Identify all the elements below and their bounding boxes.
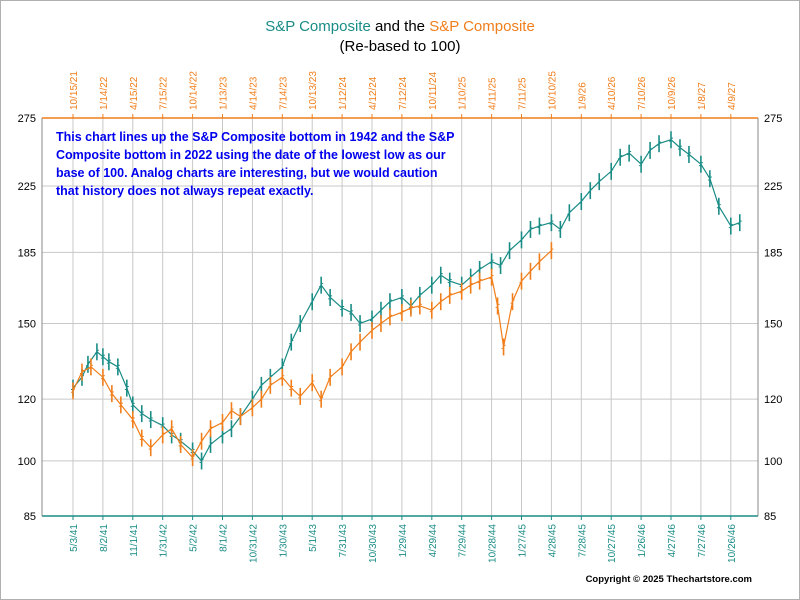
series-top bbox=[71, 242, 554, 467]
title-connector: and the bbox=[370, 18, 430, 35]
x-tick-label-top: 7/12/24 bbox=[398, 76, 409, 110]
y-tick-label-left: 225 bbox=[18, 181, 36, 193]
y-tick-label-right: 185 bbox=[764, 247, 782, 259]
x-tick-label-top: 4/10/26 bbox=[607, 76, 618, 110]
x-tick-label-top: 4/9/27 bbox=[727, 82, 738, 110]
x-tick-label-bottom: 1/30/43 bbox=[278, 524, 289, 558]
x-tick-label-bottom: 1/27/45 bbox=[518, 524, 529, 558]
copyright-text: Copyright © 2025 Thechartstore.com bbox=[585, 574, 752, 585]
x-tick-label-top: 1/9/26 bbox=[577, 82, 588, 110]
x-tick-label-bottom: 10/26/46 bbox=[727, 524, 738, 563]
x-tick-label-bottom: 7/27/46 bbox=[697, 524, 708, 558]
x-tick-label-bottom: 10/28/44 bbox=[488, 524, 499, 563]
y-tick-label-right: 150 bbox=[764, 318, 782, 330]
x-tick-label-top: 4/12/24 bbox=[368, 76, 379, 110]
x-tick-label-top: 10/14/22 bbox=[189, 71, 200, 110]
x-tick-label-bottom: 1/31/42 bbox=[159, 524, 170, 558]
series-line bbox=[72, 138, 740, 462]
y-tick-label-left: 185 bbox=[18, 247, 36, 259]
x-tick-label-bottom: 4/28/45 bbox=[547, 524, 558, 558]
y-tick-label-right: 100 bbox=[764, 456, 782, 468]
x-tick-label-top: 7/10/26 bbox=[637, 76, 648, 110]
y-tick-label-left: 100 bbox=[18, 456, 36, 468]
x-tick-label-bottom: 4/29/44 bbox=[428, 524, 439, 558]
chart-subtitle: (Re-based to 100) bbox=[339, 38, 461, 55]
y-tick-label-right: 225 bbox=[764, 181, 782, 193]
x-tick-label-bottom: 10/27/45 bbox=[607, 524, 618, 563]
x-tick-label-bottom: 11/1/41 bbox=[129, 524, 140, 557]
x-tick-label-top: 4/14/23 bbox=[248, 76, 259, 110]
series-layer bbox=[71, 131, 742, 470]
y-tick-label-left: 85 bbox=[24, 511, 36, 523]
title-series1: S&P Composite bbox=[265, 18, 371, 35]
x-tick-label-bottom: 1/26/46 bbox=[637, 524, 648, 558]
x-tick-label-top: 4/15/22 bbox=[129, 76, 140, 110]
y-tick-label-right: 85 bbox=[764, 511, 776, 523]
title-series2: S&P Composite bbox=[429, 18, 535, 35]
x-tick-label-top: 7/15/22 bbox=[159, 76, 170, 110]
x-tick-label-bottom: 5/3/41 bbox=[69, 524, 80, 552]
x-tick-label-bottom: 7/28/45 bbox=[577, 524, 588, 558]
chart-title: S&P Composite and the S&P Composite bbox=[0, 18, 800, 35]
x-tick-label-bottom: 10/31/42 bbox=[248, 524, 259, 563]
axis-layer: 85 85 100 100 120 120 150 150 185 185 225 225 275 275… bbox=[18, 71, 783, 563]
x-tick-label-bottom: 10/30/43 bbox=[368, 524, 379, 563]
x-tick-label-bottom: 4/27/46 bbox=[667, 524, 678, 558]
series-line bbox=[72, 250, 552, 459]
x-tick-label-top: 1/13/23 bbox=[219, 76, 230, 110]
y-tick-label-left: 275 bbox=[18, 113, 36, 125]
x-tick-label-top: 10/13/23 bbox=[308, 71, 319, 110]
x-tick-label-bottom: 5/1/43 bbox=[308, 524, 319, 552]
x-tick-label-top: 1/8/27 bbox=[697, 82, 708, 110]
y-tick-label-right: 275 bbox=[764, 113, 782, 125]
x-tick-label-top: 7/14/23 bbox=[278, 76, 289, 110]
y-tick-label-right: 120 bbox=[764, 394, 782, 406]
x-tick-label-bottom: 8/2/41 bbox=[99, 524, 110, 552]
x-tick-label-top: 10/10/25 bbox=[547, 71, 558, 110]
x-tick-label-bottom: 5/2/42 bbox=[189, 524, 200, 552]
x-tick-label-bottom: 7/29/44 bbox=[458, 524, 469, 558]
x-tick-label-top: 10/9/26 bbox=[667, 76, 678, 110]
y-tick-label-left: 150 bbox=[18, 318, 36, 330]
x-tick-label-bottom: 1/29/44 bbox=[398, 524, 409, 558]
x-tick-label-top: 7/11/25 bbox=[518, 77, 529, 110]
x-tick-label-top: 10/15/21 bbox=[69, 71, 80, 110]
x-tick-label-top: 1/14/22 bbox=[99, 76, 110, 110]
x-tick-label-top: 10/11/24 bbox=[428, 71, 439, 110]
x-tick-label-top: 4/11/25 bbox=[488, 77, 499, 110]
x-tick-label-bottom: 8/1/42 bbox=[219, 524, 230, 552]
x-tick-label-bottom: 7/31/43 bbox=[338, 524, 349, 558]
x-tick-label-top: 1/10/25 bbox=[458, 76, 469, 110]
y-tick-label-left: 120 bbox=[18, 394, 36, 406]
x-tick-label-top: 1/12/24 bbox=[338, 76, 349, 110]
chart-annotation: This chart lines up the S&P Composite bo… bbox=[56, 130, 455, 198]
